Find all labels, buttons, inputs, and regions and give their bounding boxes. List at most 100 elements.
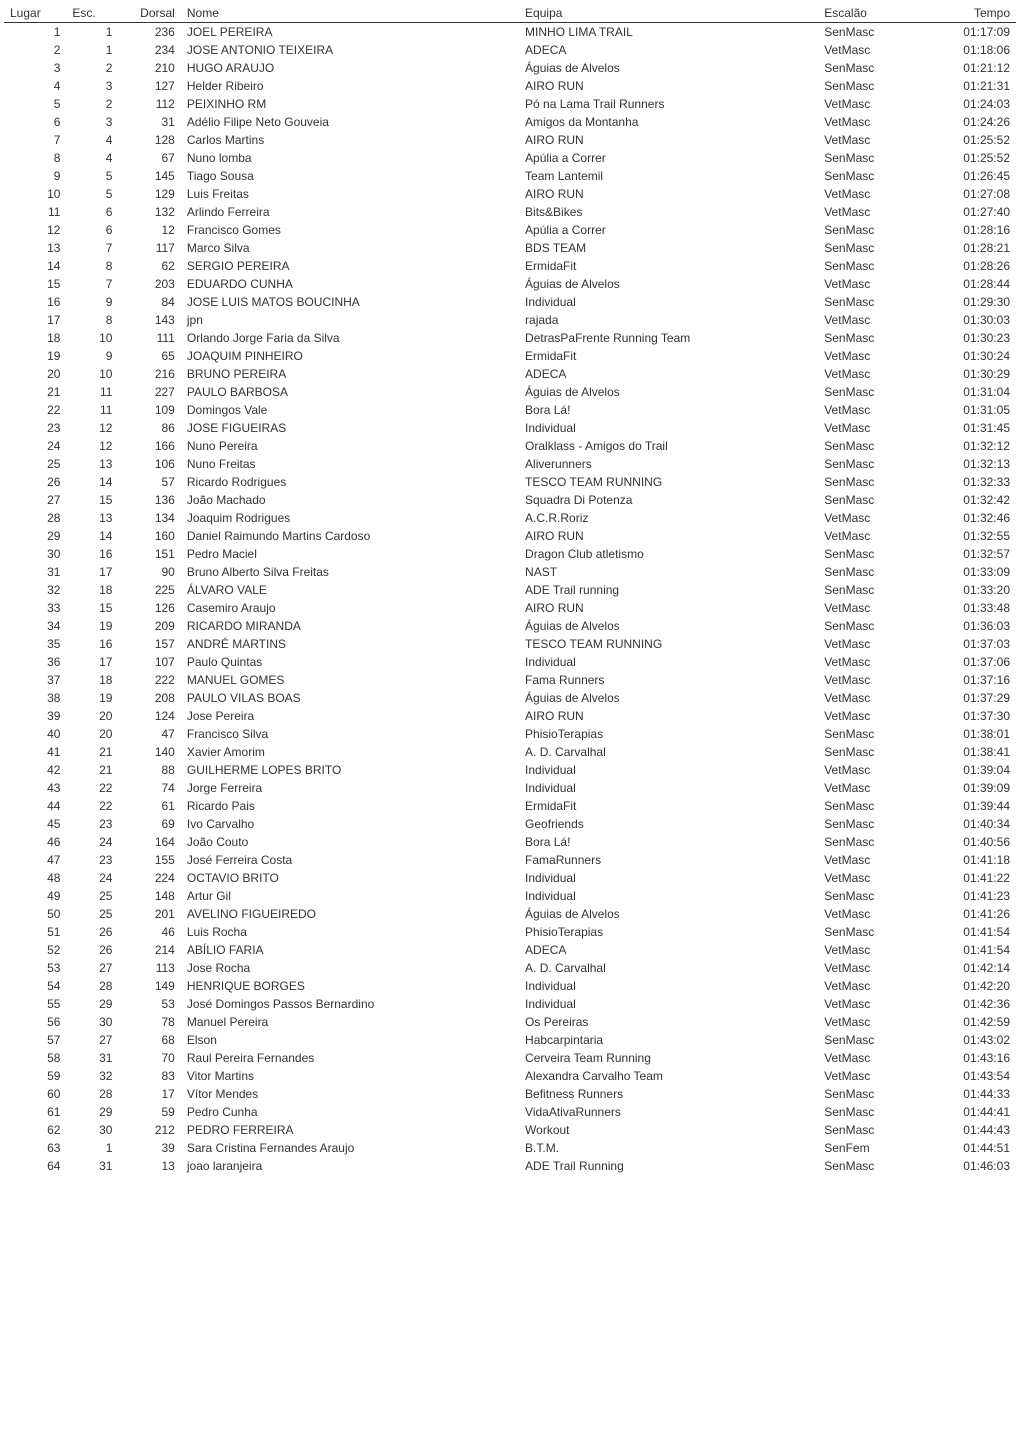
- cell-esc: 8: [66, 311, 118, 329]
- cell-nome: EDUARDO CUNHA: [181, 275, 519, 293]
- cell-lugar: 30: [4, 545, 66, 563]
- cell-escalao: VetMasc: [818, 959, 922, 977]
- cell-equipa: Bits&Bikes: [519, 203, 818, 221]
- cell-nome: Orlando Jorge Faria da Silva: [181, 329, 519, 347]
- cell-nome: Francisco Silva: [181, 725, 519, 743]
- cell-nome: PAULO BARBOSA: [181, 383, 519, 401]
- cell-tempo: 01:29:30: [922, 293, 1016, 311]
- cell-tempo: 01:40:34: [922, 815, 1016, 833]
- cell-esc: 31: [66, 1049, 118, 1067]
- cell-esc: 16: [66, 635, 118, 653]
- table-row: 6230212PEDRO FERREIRAWorkoutSenMasc01:44…: [4, 1121, 1016, 1139]
- cell-escalao: SenMasc: [818, 1157, 922, 1175]
- cell-dorsal: 148: [118, 887, 180, 905]
- cell-nome: Nuno Pereira: [181, 437, 519, 455]
- table-row: 2513106Nuno FreitasAliverunnersSenMasc01…: [4, 455, 1016, 473]
- cell-equipa: Individual: [519, 995, 818, 1013]
- cell-esc: 9: [66, 293, 118, 311]
- cell-dorsal: 84: [118, 293, 180, 311]
- cell-tempo: 01:32:46: [922, 509, 1016, 527]
- cell-dorsal: 59: [118, 1103, 180, 1121]
- cell-dorsal: 112: [118, 95, 180, 113]
- cell-esc: 28: [66, 1085, 118, 1103]
- cell-escalao: VetMasc: [818, 941, 922, 959]
- table-row: 4121140Xavier AmorimA. D. CarvalhalSenMa…: [4, 743, 1016, 761]
- cell-tempo: 01:25:52: [922, 131, 1016, 149]
- table-row: 643113joao laranjeiraADE Trail RunningSe…: [4, 1157, 1016, 1175]
- cell-escalao: VetMasc: [818, 851, 922, 869]
- cell-tempo: 01:17:09: [922, 23, 1016, 42]
- cell-escalao: SenMasc: [818, 77, 922, 95]
- cell-nome: SERGIO PEREIRA: [181, 257, 519, 275]
- col-header-esc: Esc.: [66, 4, 118, 23]
- table-row: 137117Marco SilvaBDS TEAMSenMasc01:28:21: [4, 239, 1016, 257]
- cell-escalao: SenMasc: [818, 167, 922, 185]
- cell-dorsal: 83: [118, 1067, 180, 1085]
- cell-escalao: VetMasc: [818, 203, 922, 221]
- cell-tempo: 01:37:03: [922, 635, 1016, 653]
- cell-dorsal: 128: [118, 131, 180, 149]
- cell-escalao: SenMasc: [818, 725, 922, 743]
- cell-lugar: 3: [4, 59, 66, 77]
- table-row: 3718222MANUEL GOMESFama RunnersVetMasc01…: [4, 671, 1016, 689]
- cell-esc: 16: [66, 545, 118, 563]
- cell-dorsal: 160: [118, 527, 180, 545]
- cell-tempo: 01:36:03: [922, 617, 1016, 635]
- cell-equipa: Águias de Alvelos: [519, 383, 818, 401]
- cell-lugar: 8: [4, 149, 66, 167]
- cell-equipa: ADECA: [519, 41, 818, 59]
- cell-esc: 25: [66, 905, 118, 923]
- table-row: 2715136João MachadoSquadra Di PotenzaSen…: [4, 491, 1016, 509]
- table-row: 5327113Jose RochaA. D. CarvalhalVetMasc0…: [4, 959, 1016, 977]
- table-row: 512646Luis RochaPhisioTerapiasSenMasc01:…: [4, 923, 1016, 941]
- cell-lugar: 33: [4, 599, 66, 617]
- cell-equipa: VidaAtivaRunners: [519, 1103, 818, 1121]
- cell-dorsal: 236: [118, 23, 180, 42]
- cell-esc: 18: [66, 671, 118, 689]
- cell-dorsal: 201: [118, 905, 180, 923]
- cell-dorsal: 140: [118, 743, 180, 761]
- cell-dorsal: 65: [118, 347, 180, 365]
- cell-esc: 5: [66, 185, 118, 203]
- cell-esc: 27: [66, 959, 118, 977]
- cell-nome: MANUEL GOMES: [181, 671, 519, 689]
- cell-lugar: 29: [4, 527, 66, 545]
- cell-escalao: VetMasc: [818, 311, 922, 329]
- col-header-dorsal: Dorsal: [118, 4, 180, 23]
- cell-esc: 7: [66, 239, 118, 257]
- cell-equipa: TESCO TEAM RUNNING: [519, 473, 818, 491]
- cell-esc: 29: [66, 995, 118, 1013]
- cell-dorsal: 132: [118, 203, 180, 221]
- cell-lugar: 34: [4, 617, 66, 635]
- cell-lugar: 41: [4, 743, 66, 761]
- cell-esc: 7: [66, 275, 118, 293]
- cell-dorsal: 57: [118, 473, 180, 491]
- cell-escalao: SenMasc: [818, 293, 922, 311]
- col-header-escalao: Escalão: [818, 4, 922, 23]
- cell-equipa: ADE Trail Running: [519, 1157, 818, 1175]
- cell-lugar: 23: [4, 419, 66, 437]
- cell-esc: 29: [66, 1103, 118, 1121]
- cell-esc: 6: [66, 221, 118, 239]
- cell-esc: 12: [66, 419, 118, 437]
- cell-tempo: 01:41:26: [922, 905, 1016, 923]
- cell-nome: ANDRÉ MARTINS: [181, 635, 519, 653]
- cell-escalao: SenMasc: [818, 329, 922, 347]
- cell-escalao: VetMasc: [818, 977, 922, 995]
- cell-lugar: 36: [4, 653, 66, 671]
- cell-tempo: 01:43:02: [922, 1031, 1016, 1049]
- cell-lugar: 58: [4, 1049, 66, 1067]
- cell-nome: João Couto: [181, 833, 519, 851]
- table-body: 11236JOEL PEREIRAMINHO LIMA TRAILSenMasc…: [4, 23, 1016, 1176]
- cell-tempo: 01:18:06: [922, 41, 1016, 59]
- cell-equipa: Oralklass - Amigos do Trail: [519, 437, 818, 455]
- table-row: 563078Manuel PereiraOs PereirasVetMasc01…: [4, 1013, 1016, 1031]
- cell-nome: Jose Rocha: [181, 959, 519, 977]
- cell-nome: Ricardo Rodrigues: [181, 473, 519, 491]
- cell-lugar: 54: [4, 977, 66, 995]
- cell-lugar: 51: [4, 923, 66, 941]
- cell-tempo: 01:44:41: [922, 1103, 1016, 1121]
- cell-lugar: 14: [4, 257, 66, 275]
- cell-esc: 13: [66, 455, 118, 473]
- table-row: 6331Adélio Filipe Neto GouveiaAmigos da …: [4, 113, 1016, 131]
